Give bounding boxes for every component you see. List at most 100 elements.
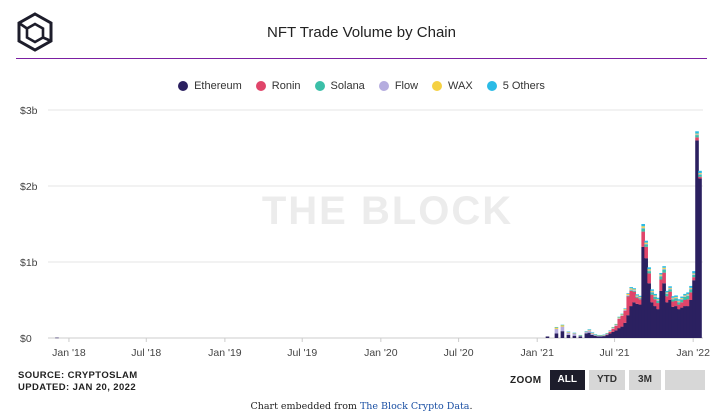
zoom-ytd-button[interactable]: YTD: [589, 370, 625, 390]
bar-segment-5-others: [656, 297, 660, 300]
bar-segment-flow: [692, 274, 696, 275]
bar-segment-ethereum: [644, 258, 648, 338]
bar-segment-5-others: [599, 334, 604, 336]
bar-segment-flow: [587, 330, 592, 333]
bar-segment-solana: [698, 174, 702, 177]
bar-segment-5-others: [683, 293, 687, 296]
bar-segment-ronin: [635, 297, 639, 304]
bar-segment-ronin: [683, 300, 687, 307]
bar-segment-wax: [596, 335, 601, 336]
bar-segment-5-others: [647, 267, 651, 270]
bar-segment-flow: [644, 243, 648, 245]
bar-segment-wax: [599, 335, 604, 336]
source-label: SOURCE: CRYPTOSLAM: [18, 370, 138, 381]
bar-segment-ethereum: [659, 290, 663, 338]
bar-segment-5-others: [584, 331, 589, 332]
bar-segment-ethereum: [593, 335, 598, 338]
bar-segment-solana: [656, 300, 660, 304]
bar-segment-solana: [695, 135, 699, 138]
bar-segment-ethereum: [656, 309, 660, 338]
bar-segment-flow: [617, 318, 622, 319]
legend-label: WAX: [448, 80, 473, 92]
bar-segment-ethereum: [629, 306, 634, 338]
bar-segment-flow: [584, 331, 589, 334]
bar-segment-5-others: [590, 332, 595, 333]
bar-segment-ronin: [680, 302, 684, 308]
legend-item-ronin[interactable]: Ronin: [255, 80, 301, 92]
legend-item-solana[interactable]: Solana: [314, 80, 365, 92]
bar-segment-wax: [605, 333, 610, 335]
bar-segment-flow: [626, 295, 631, 296]
bar-segment-ethereum: [653, 306, 657, 338]
bar-segment-5-others: [620, 313, 625, 315]
bar-segment-wax: [554, 327, 559, 329]
bar-segment-5-others: [572, 332, 577, 334]
zoom-all-button[interactable]: ALL: [549, 370, 585, 390]
bar-segment-wax: [650, 290, 654, 292]
x-tick-label: Jan '22: [676, 347, 710, 359]
bar-segment-solana: [659, 276, 663, 280]
bar-segment-ronin: [620, 315, 625, 327]
x-tick-label: Jul '21: [600, 347, 630, 359]
bar-segment-ethereum: [626, 315, 631, 338]
bar-segment-ethereum: [671, 306, 675, 338]
legend-item-flow[interactable]: Flow: [378, 80, 418, 92]
bar-segment-ethereum: [632, 302, 637, 338]
embed-source-link[interactable]: The Block Crypto Data: [359, 401, 470, 412]
bar-segment-ethereum: [572, 335, 577, 338]
bar-segment-5-others: [593, 334, 598, 335]
bar-segment-flow: [599, 335, 604, 337]
bar-segment-solana: [674, 298, 678, 301]
bar-segment-5-others: [665, 290, 669, 293]
bar-segment-flow: [623, 309, 628, 311]
legend-item-ethereum[interactable]: Ethereum: [178, 80, 242, 92]
bar-segment-ethereum: [650, 302, 654, 338]
legend-item-wax[interactable]: WAX: [432, 80, 473, 92]
embed-credit: Chart embedded from The Block Crypto Dat…: [0, 401, 723, 412]
bar-segment-wax: [566, 331, 571, 333]
bar-segment-wax: [671, 297, 675, 299]
bar-segment-ethereum: [617, 328, 622, 338]
bar-segment-solana: [689, 289, 693, 293]
bar-segment-ronin: [668, 291, 672, 300]
bar-segment-ethereum: [587, 332, 592, 338]
bar-segment-wax: [638, 296, 642, 298]
bar-segment-ronin: [665, 296, 669, 303]
legend-swatch-icon: [178, 81, 189, 91]
embed-prefix: Chart embedded from: [250, 401, 360, 412]
bar-segment-ronin: [689, 292, 693, 300]
bar-segment-flow: [680, 298, 684, 300]
zoom-extra-button[interactable]: [665, 370, 705, 390]
bar-segment-5-others: [668, 286, 672, 288]
bar-segment-ethereum: [641, 246, 645, 338]
bar-segment-ronin: [614, 325, 619, 331]
bar-segment-5-others: [632, 288, 637, 290]
bar-segment-5-others: [686, 292, 690, 295]
embed-suffix: .: [469, 401, 473, 412]
bar-segment-flow: [572, 333, 577, 336]
zoom-3m-button[interactable]: 3M: [629, 370, 661, 390]
bar-segment-solana: [641, 228, 645, 232]
bar-segment-flow: [683, 296, 687, 297]
bar-segment-ethereum: [560, 331, 565, 338]
bar-segment-ronin: [626, 296, 631, 316]
bar-segment-wax: [659, 274, 663, 276]
bar-segment-ronin: [611, 328, 616, 332]
bar-segment-ronin: [656, 303, 660, 310]
bar-segment-ethereum: [596, 336, 601, 338]
bar-segment-wax: [644, 242, 648, 244]
bar-segment-ronin: [638, 299, 642, 305]
legend-label: Ethereum: [194, 80, 242, 92]
bar-segment-ronin: [659, 279, 663, 291]
bar-segment-5-others: [608, 330, 613, 331]
bar-segment-ethereum: [668, 300, 672, 338]
bar-segment-ronin: [647, 273, 651, 284]
bar-segment-ronin: [677, 304, 681, 310]
legend-item-5-others[interactable]: 5 Others: [486, 80, 545, 92]
bar-segment-ethereum: [683, 306, 687, 338]
bar-segment-wax: [617, 317, 622, 319]
bar-segment-wax: [680, 298, 684, 299]
bar-segment-5-others: [662, 266, 666, 268]
bar-segment-flow: [656, 300, 660, 301]
legend-swatch-icon: [378, 81, 389, 91]
